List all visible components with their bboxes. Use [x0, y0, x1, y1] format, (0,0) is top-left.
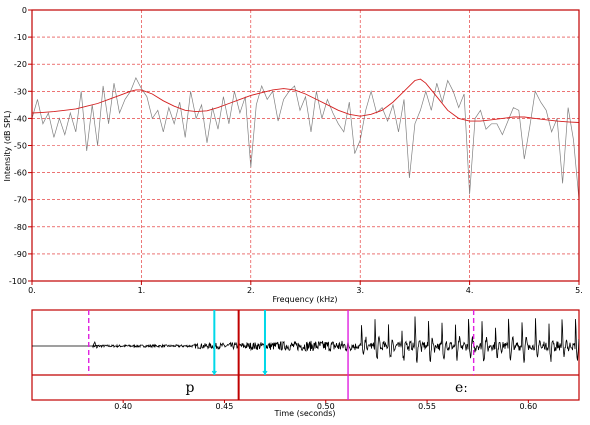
- spectrum-y-tick-label: -30: [14, 87, 27, 96]
- spectrum-x-tick-label: 0.: [28, 286, 36, 295]
- waveform-trace: [32, 316, 579, 363]
- spectrum-y-tick-label: -50: [14, 142, 27, 151]
- spectrum-panel: 0 -10 -20 -30 -40 -50 -60 -70 -80 -90 -100 0. 1. 2. 3…: [3, 6, 583, 304]
- waveform-x-axis-label: Time (seconds): [273, 409, 335, 418]
- waveform-x-tick-label: 0.45: [216, 402, 234, 411]
- selection-cursor-hook: [262, 370, 268, 374]
- spectrum-x-ticks: 0. 1. 2. 3. 4. 5.: [28, 281, 583, 295]
- waveform-panel: p eː 0.40 0.45 0.50 0.55 0.60 Time (seconds): [31, 309, 580, 418]
- spectrum-y-tick-label: 0: [22, 6, 27, 15]
- segment-label[interactable]: eː: [455, 380, 468, 396]
- waveform-x-tick-label: 0.60: [519, 402, 537, 411]
- spectrum-raw-line: [31, 76, 580, 200]
- waveform-signal-area: [32, 316, 579, 363]
- waveform-markers: [88, 310, 475, 400]
- spectrum-grid: [32, 10, 579, 281]
- spectrum-lines: [31, 76, 580, 200]
- spectrum-x-tick-label: 2.: [247, 286, 255, 295]
- spectrum-x-axis-label: Frequency (kHz): [273, 295, 338, 304]
- spectrum-y-tick-label: -70: [14, 196, 27, 205]
- spectrum-y-axis-label: Intensity (dB SPL): [3, 110, 12, 181]
- spectrum-y-tick-label: -10: [14, 33, 27, 42]
- selection-cursor-hook: [211, 370, 217, 374]
- spectrum-y-tick-label: -80: [14, 223, 27, 232]
- textgrid-tier: p eː: [186, 380, 468, 396]
- spectrum-y-tick-label: -90: [14, 250, 27, 259]
- waveform-frame: [31, 309, 580, 401]
- spectrum-y-tick-label: -60: [14, 169, 27, 178]
- waveform-x-ticks: 0.40 0.45 0.50 0.55 0.60: [114, 400, 537, 411]
- spectrum-y-tick-label: -100: [9, 277, 27, 286]
- spectrum-y-ticks: 0 -10 -20 -30 -40 -50 -60 -70 -80 -90 -100: [9, 6, 32, 286]
- segment-label[interactable]: p: [186, 380, 195, 396]
- spectrum-lpc-line: [31, 78, 580, 123]
- spectrum-y-tick-label: -20: [14, 60, 27, 69]
- spectrum-x-tick-label: 5.: [575, 286, 583, 295]
- spectrum-x-tick-label: 1.: [138, 286, 146, 295]
- spectrum-y-tick-label: -40: [14, 114, 27, 123]
- spectrum-x-tick-label: 3.: [356, 286, 364, 295]
- waveform-x-tick-label: 0.55: [418, 402, 436, 411]
- waveform-x-tick-label: 0.40: [114, 402, 132, 411]
- waveform-x-tick-label: 0.50: [317, 402, 335, 411]
- spectrum-x-tick-label: 4.: [466, 286, 474, 295]
